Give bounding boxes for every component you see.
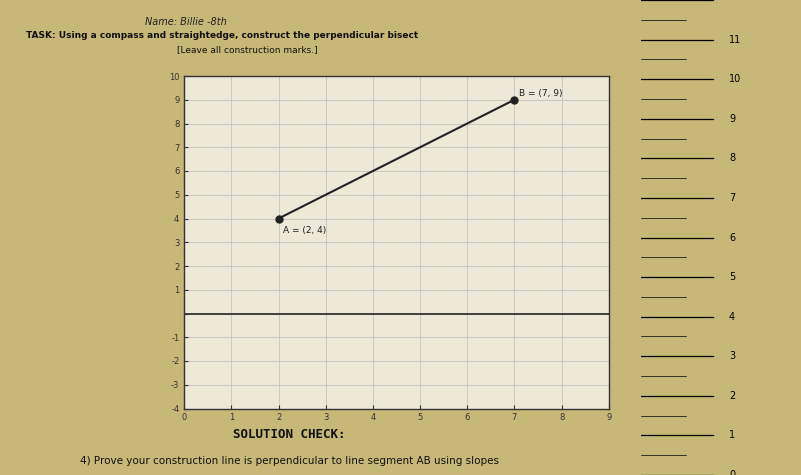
Text: 5: 5: [729, 272, 735, 282]
Text: SOLUTION CHECK:: SOLUTION CHECK:: [233, 428, 345, 440]
Text: 2: 2: [729, 391, 735, 401]
Text: 4) Prove your construction line is perpendicular to line segment AB using slopes: 4) Prove your construction line is perpe…: [79, 456, 498, 466]
Text: 10: 10: [729, 74, 741, 84]
Text: 1: 1: [729, 430, 735, 440]
Text: 4: 4: [729, 312, 735, 322]
Text: Name: Billie -8th: Name: Billie -8th: [144, 17, 226, 27]
Text: [Leave all construction marks.]: [Leave all construction marks.]: [177, 45, 318, 54]
Text: 8: 8: [729, 153, 735, 163]
Text: A = (2, 4): A = (2, 4): [284, 226, 327, 235]
Text: B = (7, 9): B = (7, 9): [519, 89, 562, 98]
Text: 6: 6: [729, 232, 735, 243]
Text: 7: 7: [729, 193, 735, 203]
Text: 9: 9: [729, 114, 735, 124]
Text: 11: 11: [729, 35, 741, 45]
Text: TASK: Using a compass and straightedge, construct the perpendicular bisect: TASK: Using a compass and straightedge, …: [26, 31, 419, 40]
Text: 0: 0: [729, 470, 735, 475]
Text: 3: 3: [729, 351, 735, 361]
